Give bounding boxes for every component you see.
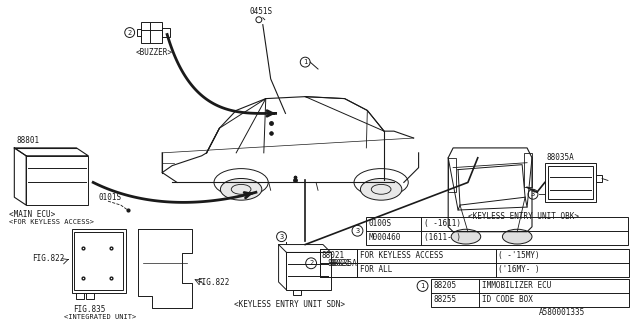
Text: <KEYLESS ENTRY UNIT OBK>: <KEYLESS ENTRY UNIT OBK> xyxy=(468,212,579,221)
Text: <MAIN ECU>: <MAIN ECU> xyxy=(10,210,56,219)
Bar xyxy=(72,229,125,293)
Bar xyxy=(545,163,596,202)
Text: <INTEGRATED UNIT>: <INTEGRATED UNIT> xyxy=(63,314,136,320)
Text: 0101S: 0101S xyxy=(98,193,121,202)
Bar xyxy=(141,22,162,44)
Ellipse shape xyxy=(220,179,262,200)
Bar xyxy=(26,156,88,205)
Text: 88021: 88021 xyxy=(327,259,350,268)
Text: 0100S: 0100S xyxy=(368,219,392,228)
Text: FOR ALL: FOR ALL xyxy=(360,265,393,274)
Bar xyxy=(76,293,84,299)
Bar xyxy=(162,28,170,37)
Bar xyxy=(293,290,301,295)
Text: ('16MY- ): ('16MY- ) xyxy=(499,265,540,274)
Text: 1: 1 xyxy=(303,59,307,65)
Text: M000460: M000460 xyxy=(368,233,401,242)
Text: 88021: 88021 xyxy=(322,251,345,260)
Text: 2: 2 xyxy=(309,260,313,266)
Bar xyxy=(74,232,123,290)
Text: <BUZZER>: <BUZZER> xyxy=(136,48,173,57)
Text: ( -'15MY): ( -'15MY) xyxy=(499,252,540,260)
Text: ( -1611): ( -1611) xyxy=(424,219,461,228)
Text: 88255: 88255 xyxy=(433,295,456,304)
Text: FIG.822: FIG.822 xyxy=(196,278,229,287)
Text: ID CODE BOX: ID CODE BOX xyxy=(482,295,532,304)
Bar xyxy=(548,166,593,199)
Bar xyxy=(320,250,358,277)
Bar xyxy=(287,252,331,290)
Bar xyxy=(596,174,602,182)
Ellipse shape xyxy=(502,229,532,244)
Bar xyxy=(86,293,94,299)
Bar xyxy=(431,279,628,307)
Text: 1: 1 xyxy=(420,283,425,289)
Text: 88205: 88205 xyxy=(433,281,456,290)
Text: 0451S: 0451S xyxy=(249,7,272,16)
Text: 2: 2 xyxy=(127,29,132,36)
Text: 88801: 88801 xyxy=(16,136,40,145)
Text: A580001335: A580001335 xyxy=(538,308,585,317)
Text: FIG.822: FIG.822 xyxy=(32,254,65,263)
Ellipse shape xyxy=(451,229,481,244)
Text: FIG.835: FIG.835 xyxy=(74,305,106,314)
Text: 3: 3 xyxy=(355,228,360,234)
Text: 3: 3 xyxy=(531,191,535,197)
Text: <KEYLESS ENTRY UNIT SDN>: <KEYLESS ENTRY UNIT SDN> xyxy=(234,300,345,309)
Text: 88035A: 88035A xyxy=(547,153,575,162)
Text: IMMOBILIZER ECU: IMMOBILIZER ECU xyxy=(482,281,551,290)
Text: <FOR KEYLESS ACCESS>: <FOR KEYLESS ACCESS> xyxy=(10,219,94,225)
Bar xyxy=(524,153,532,187)
Text: 88035A: 88035A xyxy=(330,259,358,268)
Ellipse shape xyxy=(360,179,402,200)
Bar xyxy=(136,28,141,36)
Bar xyxy=(320,250,628,277)
Text: FOR KEYLESS ACCESS: FOR KEYLESS ACCESS xyxy=(360,252,444,260)
Text: 3: 3 xyxy=(280,234,284,240)
Bar xyxy=(448,158,456,192)
Text: (1611- ): (1611- ) xyxy=(424,233,461,242)
Bar xyxy=(366,217,628,244)
